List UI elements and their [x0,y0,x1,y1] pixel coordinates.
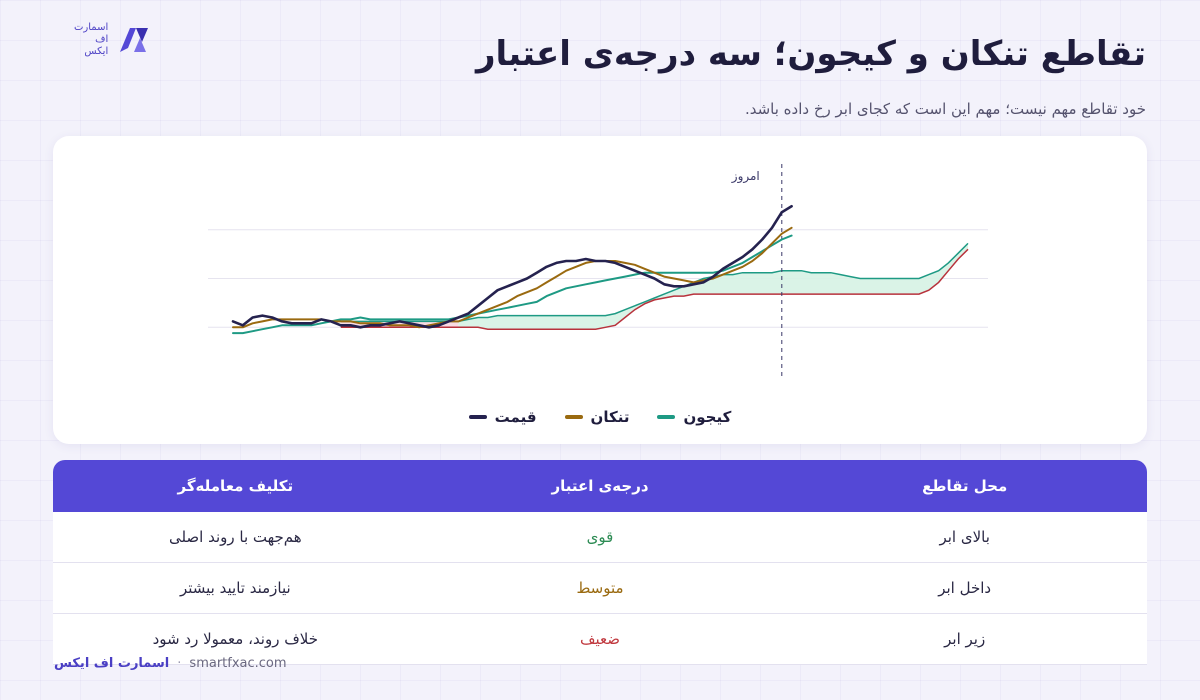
cloud-span-b-line [340,248,969,330]
footer-brand: اسمارت اف ایکس [54,656,170,671]
ichimoku-chart: امروز [208,164,988,376]
logo-line: اف [95,34,109,45]
today-label: امروز [731,169,760,184]
legend-item-kijun: کیجون [657,408,731,426]
cell-action: نیازمند تایید بیشتر [179,579,291,597]
legend-label-kijun: کیجون [683,408,732,426]
legend-swatch-kijun [657,415,676,419]
page-subtitle: خود تقاطع مهم نیست؛ مهم این است که کجای … [744,100,1146,118]
chart-legend: قیمت تنکان کیجون [53,408,1147,426]
header-action: تکلیف معامله‌گر [177,477,294,495]
cell-action: خلاف روند، معمولا رد شود [152,630,319,648]
legend-label-price: قیمت [494,408,537,426]
logo-icon [120,28,149,52]
logo-text: اسمارت اف ایکس [74,22,108,58]
cell-grade: قوی [586,528,614,546]
legend-swatch-price [468,415,487,419]
table-row: بالای ابر قوی هم‌جهت با روند اصلی [53,512,1147,563]
header-location: محل تقاطع [922,477,1008,495]
cell-location: بالای ابر [939,528,990,546]
series-line-kijun [232,234,793,335]
page-title: تقاطع تنکان و کیجون؛ سه درجه‌ی اعتبار [475,34,1146,74]
brand-logo: اسمارت اف ایکس [74,22,152,58]
table-header: محل تقاطع درجه‌ی اعتبار تکلیف معامله‌گر [53,460,1147,512]
table-row: داخل ابر متوسط نیازمند تایید بیشتر [53,563,1147,614]
footer: اسمارت اف ایکس · smartfxac.com [54,656,287,671]
logo-line: اسمارت [74,22,109,33]
crossover-table: محل تقاطع درجه‌ی اعتبار تکلیف معامله‌گر … [53,460,1147,665]
series-line-price [231,205,793,329]
footer-url[interactable]: smartfxac.com [189,656,287,671]
cell-grade: متوسط [576,579,624,597]
legend-label-tenkan: تنکان [590,408,630,426]
cell-action: هم‌جهت با روند اصلی [168,528,302,546]
header-grade: درجه‌ی اعتبار [551,477,649,495]
footer-separator: · [177,656,182,671]
logo-line: ایکس [84,46,109,57]
legend-swatch-tenkan [564,415,583,419]
legend-item-tenkan: تنکان [564,408,630,426]
legend-item-price: قیمت [468,408,537,426]
cell-location: داخل ابر [938,579,992,597]
cloud-bullish [458,243,968,330]
chart-card: امروز قیمت تنکان کیجون [53,136,1147,444]
table-row: زیر ابر ضعیف خلاف روند، معمولا رد شود [53,614,1147,665]
cell-location: زیر ابر [944,630,986,648]
cell-grade: ضعیف [579,630,621,648]
